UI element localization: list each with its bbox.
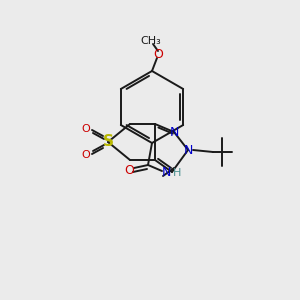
Text: O: O [82,150,90,160]
Text: N: N [183,143,193,157]
Text: CH₃: CH₃ [141,36,161,46]
Text: N: N [169,125,179,139]
Text: O: O [124,164,134,176]
Text: O: O [82,124,90,134]
Text: H: H [173,168,181,178]
Text: S: S [103,134,113,149]
Text: N: N [161,167,171,179]
Text: O: O [153,49,163,62]
